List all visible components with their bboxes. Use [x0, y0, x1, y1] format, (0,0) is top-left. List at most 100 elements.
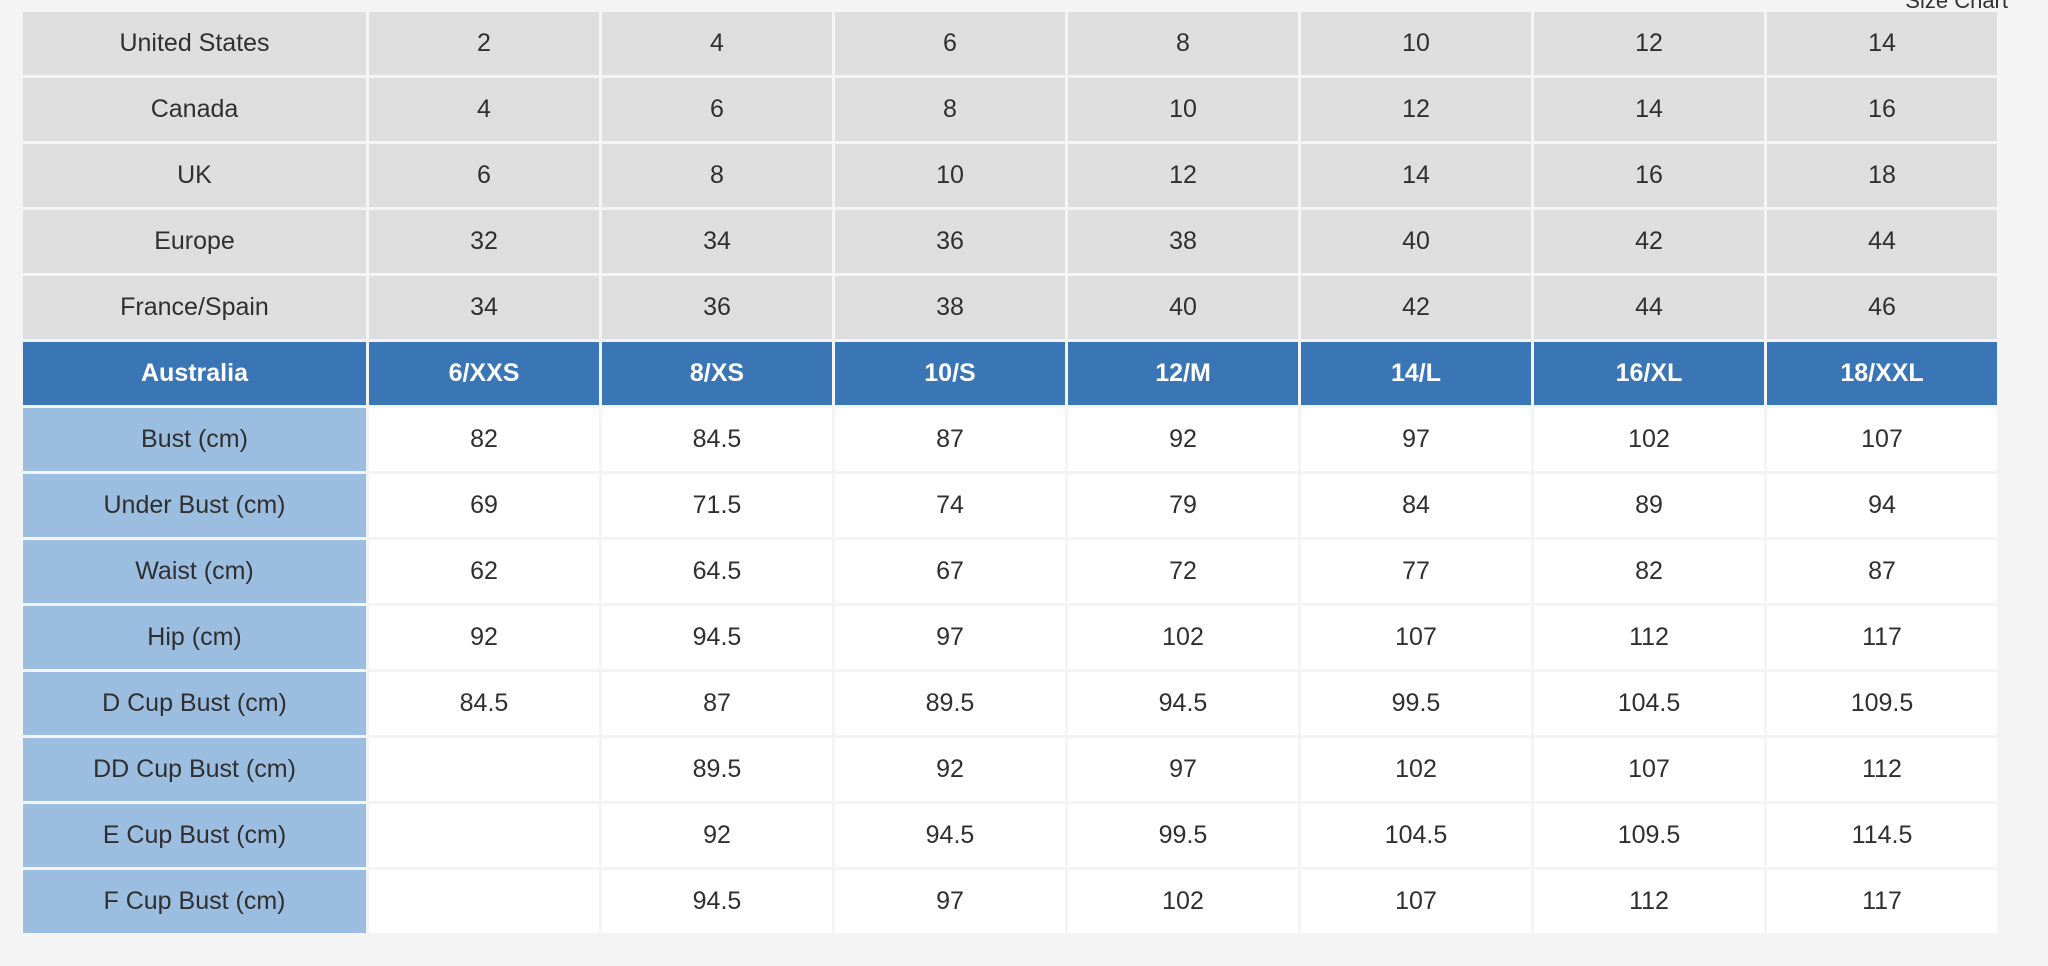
measurement-row-cell: 79 — [1068, 474, 1298, 537]
measurement-row-cell: 107 — [1534, 738, 1764, 801]
measurement-row-cell: 97 — [835, 606, 1065, 669]
measurement-row-label: E Cup Bust (cm) — [23, 804, 366, 867]
region-row-cell: 12 — [1068, 144, 1298, 207]
region-row-cell: 6 — [835, 12, 1065, 75]
measurement-row: F Cup Bust (cm) 94.5 97 102 107 112 117 — [23, 870, 1997, 933]
size-chart-body: United States 2 4 6 8 10 12 14 Canada 4 6 8 10 12 14 16… — [23, 12, 1997, 933]
measurement-row-cell: 77 — [1301, 540, 1531, 603]
measurement-row-cell: 94.5 — [602, 870, 832, 933]
measurement-row-cell: 102 — [1534, 408, 1764, 471]
measurement-row-cell: 87 — [602, 672, 832, 735]
region-row-cell: 42 — [1301, 276, 1531, 339]
measurement-row-cell: 99.5 — [1301, 672, 1531, 735]
measurement-row-cell: 62 — [369, 540, 599, 603]
measurement-row-cell: 102 — [1068, 606, 1298, 669]
measurement-row-cell: 82 — [1534, 540, 1764, 603]
measurement-row-label: Waist (cm) — [23, 540, 366, 603]
region-row-cell: 8 — [1068, 12, 1298, 75]
region-row-cell: 14 — [1301, 144, 1531, 207]
measurement-row-cell: 92 — [602, 804, 832, 867]
measurement-row-cell: 114.5 — [1767, 804, 1997, 867]
measurement-row-cell: 94.5 — [602, 606, 832, 669]
region-row-cell: 38 — [835, 276, 1065, 339]
measurement-row-cell: 107 — [1767, 408, 1997, 471]
region-row-cell: 10 — [835, 144, 1065, 207]
measurement-row-cell: 112 — [1767, 738, 1997, 801]
region-row-cell: 38 — [1068, 210, 1298, 273]
size-header-row-cell: 18/XXL — [1767, 342, 1997, 405]
region-row-cell: 12 — [1301, 78, 1531, 141]
region-row: Canada 4 6 8 10 12 14 16 — [23, 78, 1997, 141]
measurement-row: DD Cup Bust (cm) 89.5 92 97 102 107 112 — [23, 738, 1997, 801]
region-row-cell: 42 — [1534, 210, 1764, 273]
size-header-row: Australia 6/XXS 8/XS 10/S 12/M 14/L 16/XL 18/XX… — [23, 342, 1997, 405]
size-header-row-cell: 10/S — [835, 342, 1065, 405]
region-row-cell: 10 — [1301, 12, 1531, 75]
region-row-cell: 8 — [835, 78, 1065, 141]
region-row-cell: 14 — [1767, 12, 1997, 75]
region-row-cell: 40 — [1301, 210, 1531, 273]
region-row-cell: 2 — [369, 12, 599, 75]
measurement-row-cell: 107 — [1301, 606, 1531, 669]
measurement-row-cell: 112 — [1534, 606, 1764, 669]
measurement-row-label: Under Bust (cm) — [23, 474, 366, 537]
measurement-row-cell: 92 — [1068, 408, 1298, 471]
measurement-row-label: DD Cup Bust (cm) — [23, 738, 366, 801]
measurement-row-cell — [369, 804, 599, 867]
measurement-row-cell: 97 — [1068, 738, 1298, 801]
measurement-row-cell: 117 — [1767, 606, 1997, 669]
measurement-row-label: Bust (cm) — [23, 408, 366, 471]
measurement-row-cell: 89 — [1534, 474, 1764, 537]
measurement-row: Waist (cm) 62 64.5 67 72 77 82 87 — [23, 540, 1997, 603]
measurement-row-cell: 92 — [369, 606, 599, 669]
region-row-cell: 40 — [1068, 276, 1298, 339]
measurement-row-cell: 74 — [835, 474, 1065, 537]
measurement-row-cell — [369, 738, 599, 801]
measurement-row-cell: 97 — [1301, 408, 1531, 471]
measurement-row-cell: 104.5 — [1534, 672, 1764, 735]
region-row-label: UK — [23, 144, 366, 207]
size-chart-table: United States 2 4 6 8 10 12 14 Canada 4 6 8 10 12 14 16… — [20, 9, 2000, 936]
region-row-label: United States — [23, 12, 366, 75]
measurement-row: D Cup Bust (cm) 84.5 87 89.5 94.5 99.5 104.5 10… — [23, 672, 1997, 735]
size-chart-title: Size Chart — [1905, 0, 2008, 13]
region-row: United States 2 4 6 8 10 12 14 — [23, 12, 1997, 75]
measurement-row: Bust (cm) 82 84.5 87 92 97 102 107 — [23, 408, 1997, 471]
region-row-cell: 44 — [1534, 276, 1764, 339]
region-row: Europe 32 34 36 38 40 42 44 — [23, 210, 1997, 273]
measurement-row-cell: 89.5 — [602, 738, 832, 801]
region-row-cell: 6 — [369, 144, 599, 207]
measurement-row-cell: 87 — [835, 408, 1065, 471]
region-row: UK 6 8 10 12 14 16 18 — [23, 144, 1997, 207]
region-row-cell: 16 — [1767, 78, 1997, 141]
region-row-cell: 18 — [1767, 144, 1997, 207]
region-row-cell: 16 — [1534, 144, 1764, 207]
region-row-cell: 14 — [1534, 78, 1764, 141]
region-row-cell: 34 — [602, 210, 832, 273]
measurement-row-cell: 71.5 — [602, 474, 832, 537]
region-row-cell: 36 — [602, 276, 832, 339]
measurement-row-cell: 109.5 — [1534, 804, 1764, 867]
measurement-row: Hip (cm) 92 94.5 97 102 107 112 117 — [23, 606, 1997, 669]
size-header-row-label: Australia — [23, 342, 366, 405]
measurement-row-cell: 94 — [1767, 474, 1997, 537]
region-row-cell: 36 — [835, 210, 1065, 273]
measurement-row-cell: 94.5 — [1068, 672, 1298, 735]
region-row-cell: 34 — [369, 276, 599, 339]
measurement-row-cell: 107 — [1301, 870, 1531, 933]
measurement-row-cell: 112 — [1534, 870, 1764, 933]
region-row-cell: 12 — [1534, 12, 1764, 75]
measurement-row-cell: 72 — [1068, 540, 1298, 603]
measurement-row-cell: 92 — [835, 738, 1065, 801]
measurement-row-cell: 102 — [1068, 870, 1298, 933]
region-row: France/Spain 34 36 38 40 42 44 46 — [23, 276, 1997, 339]
measurement-row-cell: 84 — [1301, 474, 1531, 537]
measurement-row-cell: 102 — [1301, 738, 1531, 801]
measurement-row-cell: 99.5 — [1068, 804, 1298, 867]
region-row-label: Europe — [23, 210, 366, 273]
measurement-row: Under Bust (cm) 69 71.5 74 79 84 89 94 — [23, 474, 1997, 537]
measurement-row-cell: 109.5 — [1767, 672, 1997, 735]
measurement-row-label: F Cup Bust (cm) — [23, 870, 366, 933]
measurement-row-cell: 82 — [369, 408, 599, 471]
